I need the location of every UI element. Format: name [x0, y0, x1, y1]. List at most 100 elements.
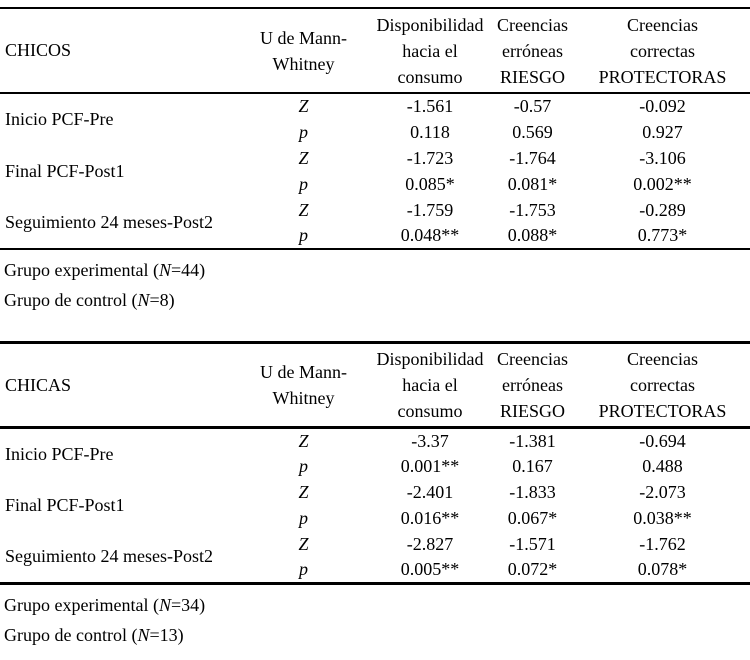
value-cell: 0.488 — [642, 456, 683, 476]
stat-cell: p — [299, 173, 308, 194]
stat-cell: Z — [298, 199, 309, 220]
value-cell: -1.723 — [406, 147, 454, 168]
row-label-seguimiento: Seguimiento 24 meses-Post2 — [5, 212, 213, 232]
column-header-test: U de Mann- Whitney — [237, 342, 370, 429]
row-label-final: Final PCF-Post1 — [5, 160, 125, 181]
table-row: Inicio PCF-Pre Z -1.561 -0.57 -0.092 — [0, 93, 750, 129]
value-cell: 0.078* — [637, 559, 688, 580]
note-text: Grupo experimental ( — [4, 595, 159, 615]
table-row: p 0.005** 0.072* 0.078* — [0, 558, 750, 584]
stat-cell: p — [299, 456, 308, 476]
column-header-creencias-correctas: Creencias correctas PROTECTORAS — [575, 342, 750, 429]
mann-whitney-table-chicos: CHICOS U de Mann- Whitney Disponibilidad… — [0, 7, 750, 250]
table-row: p 0.118 0.569 0.927 — [0, 119, 750, 145]
value-cell: -1.381 — [509, 430, 556, 451]
note-text: =8) — [149, 290, 175, 310]
table-row: Seguimiento 24 meses-Post2 Z -2.827 -1.5… — [0, 532, 750, 566]
table-row: p 0.085* 0.081* 0.002** — [0, 171, 750, 197]
value-cell: 0.001** — [400, 456, 460, 476]
table-notes: Grupo experimental (N=44) Grupo de contr… — [0, 250, 750, 315]
value-cell: -2.073 — [639, 482, 686, 502]
table-row: Final PCF-Post1 Z -2.401 -1.833 -2.073 — [0, 480, 750, 515]
value-cell: 0.569 — [512, 121, 553, 142]
value-cell: -1.759 — [406, 199, 454, 220]
table-row: p 0.016** 0.067* 0.038** — [0, 506, 750, 532]
group-label: CHICAS — [0, 342, 237, 429]
stat-cell: Z — [298, 96, 309, 116]
note-text: Grupo de control ( — [4, 625, 138, 645]
n-symbol: N — [158, 260, 171, 280]
value-cell: 0.016** — [400, 508, 460, 528]
n-symbol: N — [137, 290, 150, 310]
value-cell: -0.57 — [513, 96, 552, 116]
value-cell: -3.37 — [411, 430, 449, 451]
note-text: =44) — [170, 260, 206, 280]
stat-cell: p — [299, 225, 308, 245]
header-row: CHICOS U de Mann- Whitney Disponibilidad… — [0, 8, 750, 94]
value-cell: -2.827 — [406, 534, 454, 554]
value-cell: 0.773* — [637, 225, 688, 245]
stat-cell: Z — [298, 534, 309, 554]
header-row: CHICAS U de Mann- Whitney Disponibilidad… — [0, 342, 750, 429]
table-row: p 0.001** 0.167 0.488 — [0, 454, 750, 480]
table-row: p 0.048** 0.088* 0.773* — [0, 223, 750, 249]
table-row: Inicio PCF-Pre Z -3.37 -1.381 -0.694 — [0, 428, 750, 464]
note-text: =13) — [149, 625, 184, 645]
value-cell: -0.694 — [639, 430, 686, 451]
stat-cell: Z — [298, 147, 309, 168]
mann-whitney-table-chicas: CHICAS U de Mann- Whitney Disponibilidad… — [0, 341, 750, 585]
note-text: =34) — [170, 595, 206, 615]
value-cell: -1.764 — [509, 147, 556, 168]
column-header-creencias-erroneas: Creencias erróneas RIESGO — [490, 342, 575, 429]
value-cell: -1.571 — [509, 534, 556, 554]
column-header-creencias-correctas: Creencias correctas PROTECTORAS — [575, 8, 750, 94]
row-label-final: Final PCF-Post1 — [5, 495, 125, 515]
value-cell: -1.753 — [509, 199, 556, 220]
table-row: Final PCF-Post1 Z -1.723 -1.764 -3.106 — [0, 145, 750, 181]
value-cell: -1.561 — [406, 96, 454, 116]
column-header-test: U de Mann- Whitney — [237, 8, 370, 94]
value-cell: 0.005** — [400, 559, 460, 580]
value-cell: -1.762 — [639, 534, 686, 554]
row-label-inicio: Inicio PCF-Pre — [5, 109, 114, 129]
value-cell: 0.002** — [633, 173, 692, 194]
row-label-inicio: Inicio PCF-Pre — [5, 443, 114, 464]
chicas-table-section: CHICAS U de Mann- Whitney Disponibilidad… — [0, 341, 750, 650]
stat-cell: p — [299, 508, 308, 528]
table-row: Seguimiento 24 meses-Post2 Z -1.759 -1.7… — [0, 197, 750, 233]
note-text: Grupo de control ( — [4, 290, 138, 310]
value-cell: 0.067* — [507, 508, 558, 528]
value-cell: -3.106 — [639, 147, 686, 168]
stat-cell: p — [299, 559, 308, 580]
table-notes: Grupo experimental (N=34) Grupo de contr… — [0, 585, 750, 650]
value-cell: -2.401 — [406, 482, 454, 502]
note-experimental-group: Grupo experimental (N=34) — [0, 590, 750, 620]
value-cell: 0.927 — [642, 121, 683, 142]
column-header-creencias-erroneas: Creencias erróneas RIESGO — [490, 8, 575, 94]
value-cell: 0.048** — [400, 225, 460, 245]
value-cell: -0.289 — [639, 199, 686, 220]
note-control-group: Grupo de control (N=13) — [0, 620, 750, 650]
value-cell: 0.038** — [633, 508, 692, 528]
stat-cell: Z — [298, 430, 309, 451]
stat-cell: Z — [298, 482, 309, 502]
value-cell: 0.167 — [512, 456, 553, 476]
note-experimental-group: Grupo experimental (N=44) — [0, 255, 750, 285]
column-header-disponibilidad: Disponibilidad hacia el consumo — [370, 342, 490, 429]
n-symbol: N — [137, 625, 150, 645]
value-cell: 0.072* — [507, 559, 558, 580]
stat-cell: p — [299, 121, 308, 142]
note-control-group: Grupo de control (N=8) — [0, 285, 750, 315]
value-cell: 0.088* — [507, 225, 558, 245]
chicos-table-section: CHICOS U de Mann- Whitney Disponibilidad… — [0, 7, 750, 315]
value-cell: -1.833 — [509, 482, 556, 502]
group-label: CHICOS — [0, 8, 237, 94]
value-cell: -0.092 — [639, 96, 686, 116]
value-cell: 0.081* — [507, 173, 558, 194]
note-text: Grupo experimental ( — [4, 260, 159, 280]
row-label-seguimiento: Seguimiento 24 meses-Post2 — [5, 546, 213, 567]
value-cell: 0.085* — [405, 173, 455, 194]
value-cell: 0.118 — [410, 121, 450, 142]
n-symbol: N — [158, 595, 171, 615]
